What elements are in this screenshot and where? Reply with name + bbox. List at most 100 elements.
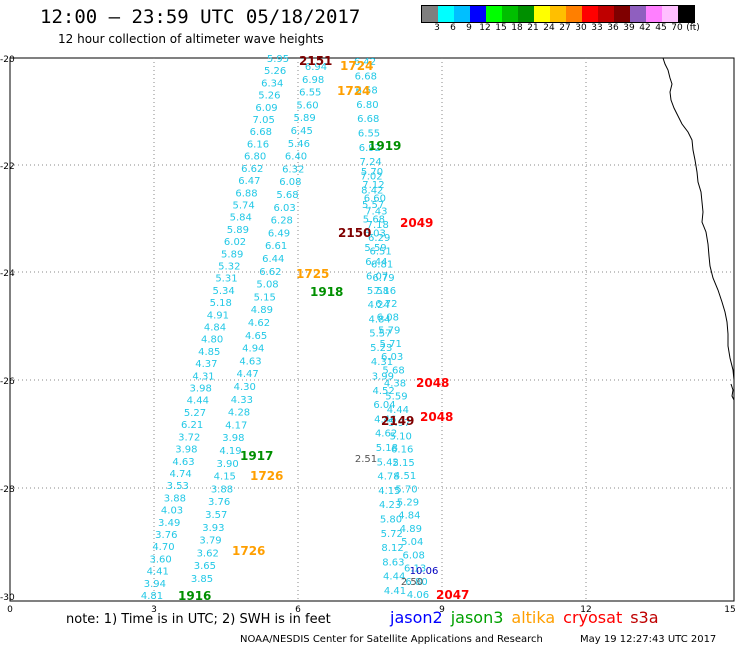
y-tick-label: -26 [0,377,15,387]
footer-notes: note: 1) Time is in UTC; 2) SWH is in fe… [66,612,331,627]
wave-height-value: 3.88 [211,484,233,495]
wave-height-value: 6.29 [368,233,390,244]
pass-time-label: 1724 [337,84,370,98]
wave-height-value: 4.28 [228,408,250,419]
wave-height-value: 4.84 [368,314,390,325]
wave-height-value: 4.41 [147,567,169,578]
coastline [662,57,735,385]
x-tick-label: 3 [151,605,157,615]
wave-height-value: 5.29 [397,497,419,508]
legend-swatch [630,6,646,22]
legend-swatch [566,6,582,22]
wave-height-value: 5.89 [221,249,243,260]
wave-height-value: 5.89 [293,113,315,124]
legend-label: 70 [671,23,683,33]
legend-label: 3 [434,23,440,33]
wave-height-value: 6.88 [235,188,257,199]
wave-height-value: 4.44 [387,405,409,416]
map-title: 12:00 – 23:59 UTC 05/18/2017 [40,6,361,28]
wave-height-value: 5.70 [395,484,417,495]
pass-time-label: 1918 [310,285,343,299]
wave-height-value: 4.74 [170,469,192,480]
legend-label: 39 [623,23,635,33]
wave-height-value: 6.55 [299,88,321,99]
wave-height-value: 6.09 [255,103,277,114]
legend-swatch [502,6,518,22]
y-tick-label: -28 [0,485,15,495]
legend-swatch [598,6,614,22]
wave-height-value: 6.03 [381,352,403,363]
wave-height-value: 6.60 [364,193,386,204]
wave-height-value: 5.74 [233,200,255,211]
wave-height-value: 6.28 [271,216,293,227]
wave-height-value: 6.72 [375,299,397,310]
satellite-legend-item: jason2 [390,608,443,627]
wave-height-value: 2.50 [401,577,423,588]
wave-height-value: 6.04 [373,400,395,411]
wave-height-value: 5.08 [256,280,278,291]
wave-height-value: 3.76 [208,497,230,508]
wave-height-value: 8.42 [361,186,383,197]
satellite-legend-item: jason3 [450,608,504,627]
legend-label: 15 [495,23,507,33]
wave-height-value: 4.94 [242,344,264,355]
wave-height-values: 5.955.266.345.266.097.056.686.166.806.62… [141,54,438,602]
wave-height-value: 6.03 [274,203,296,214]
wave-height-value: 6.21 [181,420,203,431]
coastline-island [730,383,735,401]
wave-height-value: 4.03 [161,506,183,517]
wave-height-value: 4.85 [198,347,220,358]
generated-timestamp: May 19 12:27:43 UTC 2017 [580,634,717,645]
wave-height-value: 4.51 [394,471,416,482]
wave-height-value: 4.33 [231,395,253,406]
wave-height-value: 4.89 [400,524,422,535]
pass-time-label: 2049 [400,216,433,230]
legend-label: (ft) [686,23,700,33]
legend-swatch [678,6,694,22]
wave-height-value: 6.94 [305,62,327,73]
wave-height-value: 5.70 [361,167,383,178]
x-tick-label: 15 [724,605,735,615]
pass-time-labels: 2151 1724 1724 1919 2049 2150 1725 1918 2048 2048… [178,54,469,603]
wave-height-value: 3.72 [178,432,200,443]
wave-height-value: 5.72 [381,529,403,540]
wave-height-value: 4.65 [245,331,267,342]
wave-height-value: 4.30 [234,382,256,393]
wave-height-value: 5.23 [370,343,392,354]
pass-time-label: 1726 [232,544,265,558]
legend-label: 6 [450,23,456,33]
legend-swatch [486,6,502,22]
wave-height-value: 4.31 [192,371,214,382]
wave-height-value: 5.04 [401,537,423,548]
wave-height-value: 5.59 [385,392,407,403]
wave-height-value: 3.79 [199,536,221,547]
wave-height-value: 3.85 [191,574,213,585]
wave-height-value: 3.65 [194,561,216,572]
wave-height-value: 4.23 [379,500,401,511]
y-tick-label: -30 [0,593,15,603]
wave-height-value: 4.62 [248,318,270,329]
wave-height-value: 6.02 [224,237,246,248]
wave-height-value: 3.88 [164,493,186,504]
wave-height-value: 4.31 [371,357,393,368]
pass-time-label: 2149 [381,414,414,428]
wave-height-value: 4.41 [384,586,406,597]
wave-height-value: 5.60 [296,100,318,111]
wave-height-value: 6.80 [405,577,427,588]
wave-height-value: 3.62 [197,548,219,559]
wave-height-value: 6.08 [377,312,399,323]
x-tick-label: 6 [295,605,301,615]
wave-height-value: 8.12 [381,543,403,554]
wave-height-value: 5.31 [215,274,237,285]
legend-swatch [646,6,662,22]
wave-height-value: 6.92 [359,143,381,154]
wave-height-value: 4.24 [368,300,390,311]
wave-height-value: 5.58 [367,286,389,297]
wave-height-value: 6.68 [250,127,272,138]
wave-height-value: 5.10 [390,431,412,442]
wave-height-value: 3.90 [217,459,239,470]
legend-label: 18 [511,23,523,33]
wave-height-value: 5.27 [184,408,206,419]
legend-swatch [438,6,454,22]
wave-height-value: 4.89 [251,305,273,316]
